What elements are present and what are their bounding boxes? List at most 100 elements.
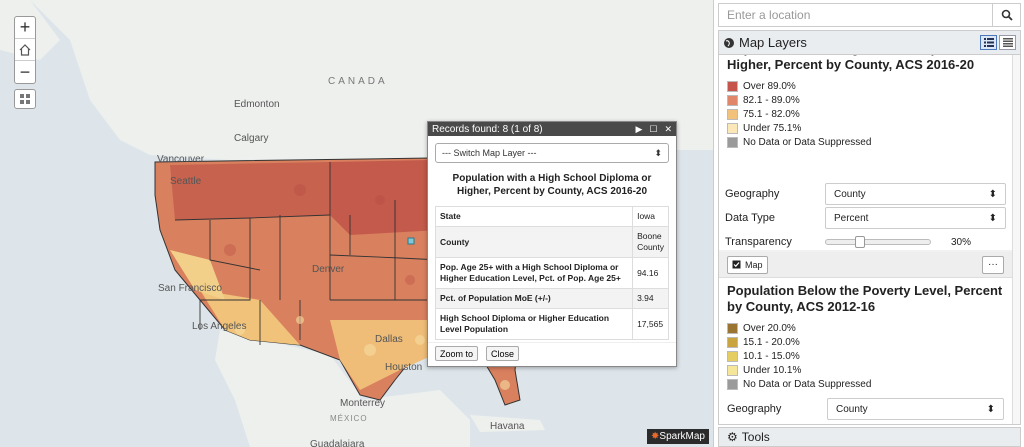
legend-label: No Data or Data Suppressed xyxy=(743,378,872,390)
legend-swatch xyxy=(727,364,738,376)
map-label-los-angeles: Los Angeles xyxy=(192,321,247,332)
legend-swatch xyxy=(727,378,738,390)
sparkmap-attribution[interactable]: ✸SparkMap xyxy=(647,429,709,444)
zoom-out-button[interactable]: − xyxy=(19,61,31,82)
record-table: State Iowa County Boone County Pop. Age 25+ … xyxy=(434,206,669,340)
legend-label: 82.1 - 89.0% xyxy=(743,94,800,106)
geography-label: Geography xyxy=(725,188,780,200)
record-value: 94.16 xyxy=(632,257,669,289)
geography-select[interactable]: County ⬍ xyxy=(825,183,1006,205)
record-row: High School Diploma or Higher Education … xyxy=(434,308,669,340)
zoom-control: + − xyxy=(14,16,36,84)
close-button[interactable]: Close xyxy=(486,346,520,361)
geography-label: Geography xyxy=(727,403,782,415)
map-label-denver: Denver xyxy=(312,264,345,275)
legend-swatch xyxy=(727,136,738,148)
home-button[interactable] xyxy=(15,39,35,61)
search-button[interactable] xyxy=(992,4,1020,26)
legend-label: Under 75.1% xyxy=(743,122,802,134)
legend-label: 10.1 - 15.0% xyxy=(743,350,800,362)
popup-layer-title: Population with a High School Diploma or… xyxy=(452,173,652,197)
map-label-seattle: Seattle xyxy=(170,176,202,187)
legend-label: Over 89.0% xyxy=(743,80,796,92)
gear-icon: ⚙ xyxy=(727,430,738,444)
layer-card-poverty: Map ··· Population Below the Poverty Lev… xyxy=(719,252,1012,424)
compact-list-icon xyxy=(1002,38,1013,47)
record-key: State xyxy=(434,206,634,227)
switch-map-layer-select[interactable]: --- Switch Map Layer --- ⬍ xyxy=(435,143,669,163)
select-arrows-icon: ⬍ xyxy=(986,403,995,415)
map-label-dallas: Dallas xyxy=(375,334,403,345)
layers-scrollbar[interactable] xyxy=(1012,55,1020,424)
map-label-calgary: Calgary xyxy=(234,133,269,144)
record-row: Pop. Age 25+ with a High School Diploma … xyxy=(434,257,669,289)
map-label-havana: Havana xyxy=(490,421,525,432)
legend-item: Over 89.0% xyxy=(727,79,1004,93)
legend-item: Under 75.1% xyxy=(727,121,1004,135)
close-icon[interactable]: ✕ xyxy=(664,123,672,134)
legend-item: Under 10.1% xyxy=(727,363,1004,377)
layer-card-education: Population with a High School Diploma or… xyxy=(719,55,1012,250)
compact-view-button[interactable] xyxy=(999,35,1016,50)
select-arrows-icon: ⬍ xyxy=(654,147,662,158)
zoom-to-button[interactable]: Zoom to xyxy=(435,346,479,361)
record-row: County Boone County xyxy=(434,226,669,258)
popup-header-title: Records found: 8 (1 of 8) xyxy=(432,123,543,135)
maximize-icon[interactable]: ☐ xyxy=(649,123,658,134)
record-row: Pct. of Population MoE (+/-) 3.94 xyxy=(434,288,669,309)
list-view-button[interactable] xyxy=(980,35,997,50)
map-label-edmonton: Edmonton xyxy=(234,99,280,110)
checkbox-checked-icon xyxy=(732,260,741,269)
legend-label: Over 20.0% xyxy=(743,322,796,334)
legend-item: No Data or Data Suppressed xyxy=(727,135,1004,149)
basemap-toggle-button[interactable] xyxy=(14,89,36,109)
geography-select[interactable]: County ⬍ xyxy=(827,398,1004,420)
legend-swatch xyxy=(727,336,738,348)
legend-swatch xyxy=(727,94,738,106)
legend-swatch xyxy=(727,122,738,134)
legend-swatch xyxy=(727,80,738,92)
map-label-monterrey: Monterrey xyxy=(340,398,386,409)
transparency-slider[interactable] xyxy=(825,236,931,248)
next-record-icon[interactable]: ▶ xyxy=(635,123,643,134)
select-arrows-icon: ⬍ xyxy=(988,188,997,200)
popup-header: Records found: 8 (1 of 8) ▶ ☐ ✕ xyxy=(428,122,676,136)
sparkmap-logo-icon: ✸ xyxy=(651,431,660,442)
legend-item: Over 20.0% xyxy=(727,321,1004,335)
map-toggle-button[interactable]: Map xyxy=(727,255,768,274)
map-label-canada: CANADA xyxy=(328,76,388,87)
map-layers-title: Map Layers xyxy=(739,35,807,50)
home-icon xyxy=(19,43,31,56)
layer-legend: Over 89.0% 82.1 - 89.0% 75.1 - 82.0% Under … xyxy=(727,79,1004,149)
record-row: State Iowa xyxy=(434,206,669,227)
legend-item: 15.1 - 20.0% xyxy=(727,335,1004,349)
record-value: Boone County xyxy=(632,226,669,258)
legend-label: 75.1 - 82.0% xyxy=(743,108,800,120)
map-label-vancouver: Vancouver xyxy=(157,154,205,165)
record-value: 17,565 xyxy=(632,308,669,340)
tools-panel-header[interactable]: ⚙ Tools xyxy=(718,427,1021,447)
map-label-san-francisco: San Francisco xyxy=(158,283,222,294)
select-arrows-icon: ⬍ xyxy=(988,212,997,224)
transparency-label: Transparency xyxy=(725,236,792,248)
map-layers-header: Map Layers xyxy=(719,31,1020,55)
zoom-in-button[interactable]: + xyxy=(15,17,35,39)
record-value: Iowa xyxy=(632,206,669,227)
search-input[interactable]: Enter a location xyxy=(727,8,811,22)
layer-title: Population with a High School Diploma or… xyxy=(727,55,986,72)
tools-label: Tools xyxy=(741,430,770,444)
legend-label: No Data or Data Suppressed xyxy=(743,136,872,148)
legend-swatch xyxy=(727,322,738,334)
legend-swatch xyxy=(727,350,738,362)
record-key: High School Diploma or Higher Education … xyxy=(434,308,634,340)
map-canvas[interactable]: CANADA Edmonton Calgary Vancouver Seattl… xyxy=(0,0,713,447)
globe-icon xyxy=(724,37,734,48)
transparency-slider-handle[interactable] xyxy=(854,236,865,248)
data-type-select[interactable]: Percent ⬍ xyxy=(825,207,1006,229)
legend-item: 82.1 - 89.0% xyxy=(727,93,1004,107)
search-icon xyxy=(1001,9,1013,21)
more-options-button[interactable]: ··· xyxy=(982,255,1004,274)
layer-legend: Over 20.0% 15.1 - 20.0% 10.1 - 15.0% Under … xyxy=(727,321,1004,391)
transparency-value: 30% xyxy=(951,236,972,248)
